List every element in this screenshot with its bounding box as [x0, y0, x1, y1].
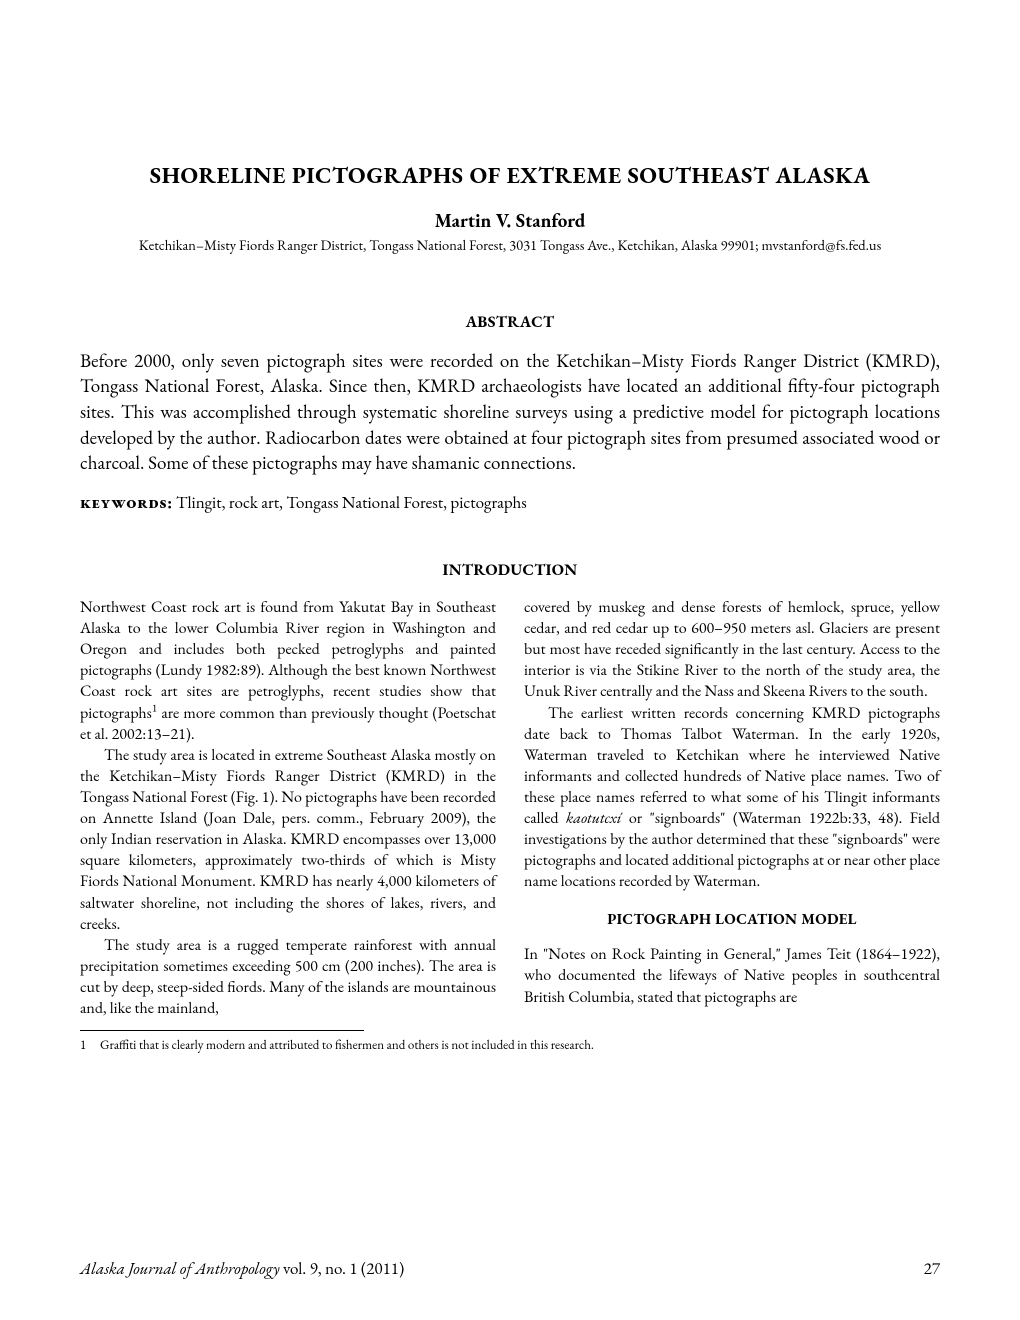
body-paragraph: The study area is a rugged temperate rai…	[80, 934, 496, 1018]
italic-term: kaotutcxí	[566, 807, 621, 828]
page-number: 27	[924, 1258, 940, 1280]
body-paragraph: covered by muskeg and dense forests of h…	[524, 596, 940, 702]
footnote-text: Graffiti that is clearly modern and attr…	[100, 1036, 594, 1053]
body-paragraph: The study area is located in extreme Sou…	[80, 744, 496, 934]
keywords-label: keywords:	[80, 492, 173, 514]
journal-issue: vol. 9, no. 1 (2011)	[280, 1258, 405, 1280]
introduction-heading: INTRODUCTION	[80, 559, 940, 580]
body-columns: Northwest Coast rock art is found from Y…	[80, 596, 940, 1018]
article-title: SHORELINE PICTOGRAPHS OF EXTREME SOUTHEA…	[80, 160, 940, 190]
footnote-separator	[80, 1030, 364, 1031]
keywords-text: Tlingit, rock art, Tongass National Fore…	[173, 492, 527, 514]
keywords-line: keywords: Tlingit, rock art, Tongass Nat…	[80, 492, 940, 514]
author-affiliation: Ketchikan–Misty Fiords Ranger District, …	[80, 237, 940, 256]
journal-name: Alaska Journal of Anthropology	[80, 1258, 280, 1280]
abstract-text: Before 2000, only seven pictograph sites…	[80, 348, 940, 476]
body-paragraph: The earliest written records concerning …	[524, 702, 940, 892]
footnote-number: 1	[80, 1037, 100, 1053]
body-paragraph: In "Notes on Rock Painting in General," …	[524, 943, 940, 1006]
journal-citation: Alaska Journal of Anthropology vol. 9, n…	[80, 1258, 404, 1280]
author-name: Martin V. Stanford	[80, 208, 940, 233]
page-footer: Alaska Journal of Anthropology vol. 9, n…	[80, 1258, 940, 1280]
footnote: 1Graffiti that is clearly modern and att…	[80, 1037, 940, 1053]
model-heading: PICTOGRAPH LOCATION MODEL	[524, 910, 940, 930]
body-paragraph: Northwest Coast rock art is found from Y…	[80, 596, 496, 744]
abstract-heading: ABSTRACT	[80, 311, 940, 332]
